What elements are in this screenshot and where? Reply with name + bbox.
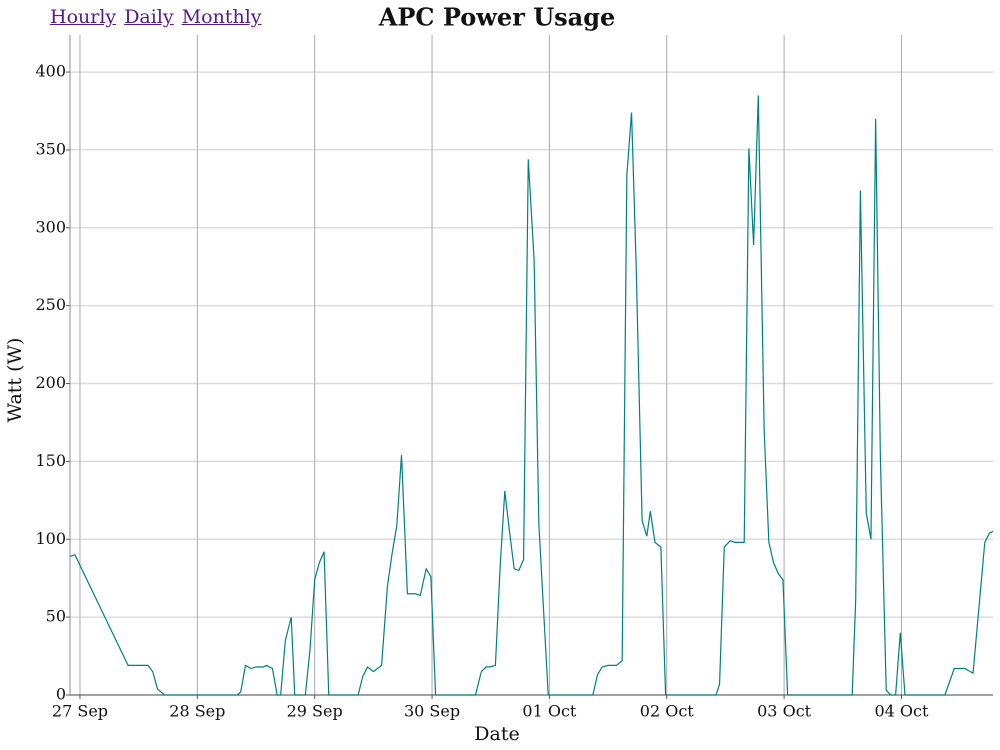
y-tick-label: 50	[46, 607, 66, 626]
x-tick-label: 03 Oct	[757, 702, 812, 721]
data-line	[69, 95, 994, 696]
y-tick-label: 200	[35, 373, 66, 392]
nav-link[interactable]: Monthly	[181, 6, 262, 28]
y-tick-label: 150	[35, 451, 66, 470]
nav-link[interactable]: Daily	[124, 6, 174, 28]
nav: Hourly Daily Monthly	[50, 6, 264, 28]
y-tick-label: 350	[35, 139, 66, 158]
y-tick-label: 300	[35, 217, 66, 236]
y-tick-label: 0	[56, 685, 66, 704]
x-tick-label: 30 Sep	[404, 702, 460, 721]
nav-link[interactable]: Hourly	[50, 6, 117, 28]
x-tick-label: 01 Oct	[522, 702, 577, 721]
x-tick-label: 29 Sep	[287, 702, 343, 721]
x-tick-label: 02 Oct	[640, 702, 695, 721]
x-axis-label: Date	[474, 723, 519, 745]
y-tick-label: 400	[35, 62, 66, 81]
y-axis-label: Watt (W)	[4, 338, 26, 423]
y-tick-label: 250	[35, 295, 66, 314]
x-tick-label: 04 Oct	[874, 702, 929, 721]
chart-title: APC Power Usage	[378, 3, 616, 32]
x-tick-label: 28 Sep	[169, 702, 225, 721]
x-tick-label: 27 Sep	[52, 702, 108, 721]
y-tick-label: 100	[35, 529, 66, 548]
